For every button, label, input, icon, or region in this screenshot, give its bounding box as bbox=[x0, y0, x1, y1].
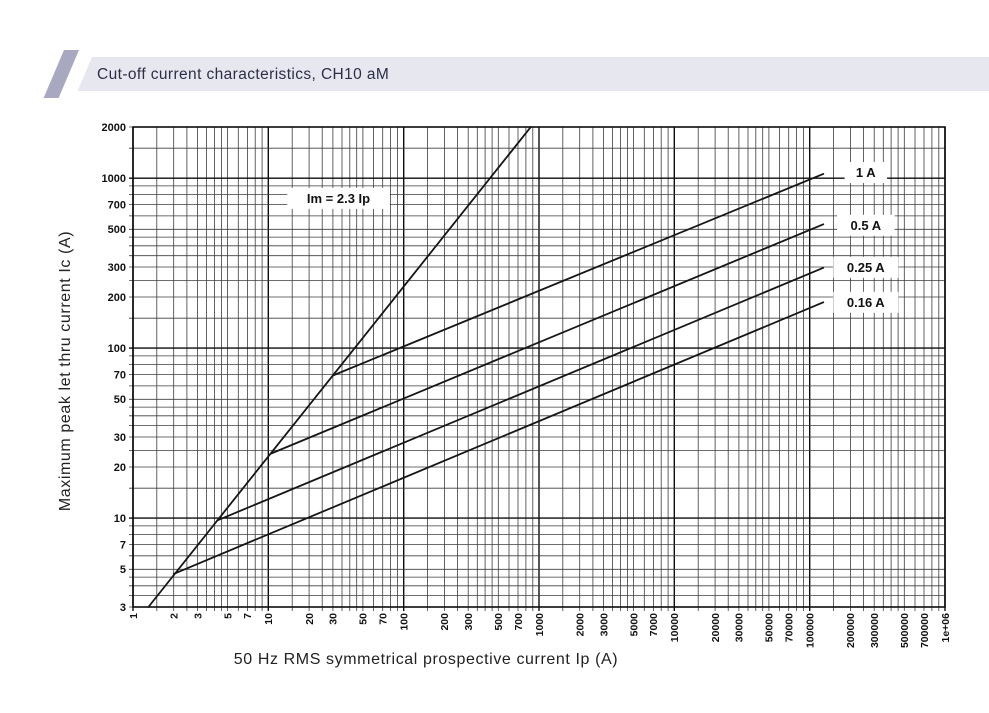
x-tick-label: 200000 bbox=[845, 613, 857, 648]
x-tick-label: 500000 bbox=[899, 613, 911, 648]
x-tick-label: 20000 bbox=[710, 613, 722, 642]
series-label: 0.5 A bbox=[851, 218, 882, 233]
x-tick-label: 1 bbox=[128, 613, 140, 619]
x-tick-label: 100 bbox=[399, 613, 411, 631]
x-tick-label: 700 bbox=[513, 613, 525, 631]
x-tick-label: 5 bbox=[222, 613, 234, 619]
y-axis-title: Maximum peak let thru current Ic (A) bbox=[57, 230, 74, 512]
y-tick-label: 30 bbox=[114, 432, 126, 444]
x-tick-label: 50 bbox=[358, 613, 370, 625]
series-label-box bbox=[844, 162, 888, 183]
x-tick-label: 300000 bbox=[869, 613, 881, 648]
x-tick-label: 500 bbox=[493, 613, 505, 631]
plot-frame bbox=[132, 126, 946, 608]
x-tick-label: 100000 bbox=[805, 613, 817, 648]
x-tick-label: 200 bbox=[439, 613, 451, 631]
x-tick-label: 20 bbox=[304, 613, 316, 625]
series-label: 1 A bbox=[856, 165, 876, 180]
page-title: Cut-off current characteristics, CH10 aM bbox=[97, 66, 390, 83]
y-tick-label: 5 bbox=[120, 564, 126, 576]
x-tick-label: 10 bbox=[263, 613, 275, 625]
x-tick-label: 3000 bbox=[598, 613, 610, 637]
series-line-0.16-a bbox=[172, 301, 825, 575]
series-line-1-a bbox=[331, 172, 825, 377]
x-tick-label: 70 bbox=[378, 613, 390, 625]
x-tick-label: 30 bbox=[328, 613, 340, 625]
y-tick-label: 3 bbox=[120, 602, 126, 614]
x-tick-label: 3 bbox=[192, 613, 204, 619]
x-tick-label: 50000 bbox=[764, 613, 776, 642]
y-tick-label: 700 bbox=[108, 199, 126, 211]
y-tick-label: 10 bbox=[114, 513, 126, 525]
series-label-box bbox=[837, 214, 895, 236]
y-tick-label: 7 bbox=[120, 539, 126, 551]
x-tick-label: 7 bbox=[242, 613, 254, 619]
x-axis-title: 50 Hz RMS symmetrical prospective curren… bbox=[233, 651, 619, 668]
series-line-im-2.3-ip bbox=[147, 126, 532, 608]
series-line-0.5-a bbox=[270, 223, 825, 455]
x-tick-label: 1000 bbox=[534, 613, 546, 637]
y-tick-label: 1000 bbox=[102, 173, 126, 185]
x-tick-label: 2000 bbox=[575, 613, 587, 637]
x-tick-label: 7000 bbox=[648, 613, 660, 637]
x-tick-label: 700000 bbox=[919, 613, 931, 648]
x-tick-label: 2 bbox=[169, 613, 181, 619]
x-tick-label: 5000 bbox=[628, 613, 640, 637]
x-tick-label: 10000 bbox=[669, 613, 681, 642]
y-tick-label: 200 bbox=[108, 292, 126, 304]
series-label: 0.16 A bbox=[847, 295, 885, 310]
y-tick-label: 50 bbox=[114, 394, 126, 406]
y-tick-label: 500 bbox=[108, 224, 126, 236]
series-line-0.25-a bbox=[216, 266, 825, 522]
x-tick-label: 70000 bbox=[784, 613, 796, 642]
y-tick-label: 300 bbox=[108, 262, 126, 274]
series-label-box bbox=[833, 291, 899, 313]
series-label-box bbox=[287, 187, 390, 209]
y-tick-label: 70 bbox=[114, 369, 126, 381]
series-label: Im = 2.3 Ip bbox=[307, 191, 370, 206]
y-tick-label: 20 bbox=[114, 462, 126, 474]
x-tick-label: 30000 bbox=[734, 613, 746, 642]
x-tick-label: 1e+06 bbox=[940, 613, 952, 643]
series-label: 0.25 A bbox=[847, 260, 885, 275]
series-label-box bbox=[833, 256, 899, 278]
y-tick-label: 2000 bbox=[102, 122, 126, 134]
y-tick-label: 100 bbox=[108, 343, 126, 355]
x-tick-label: 300 bbox=[463, 613, 475, 631]
